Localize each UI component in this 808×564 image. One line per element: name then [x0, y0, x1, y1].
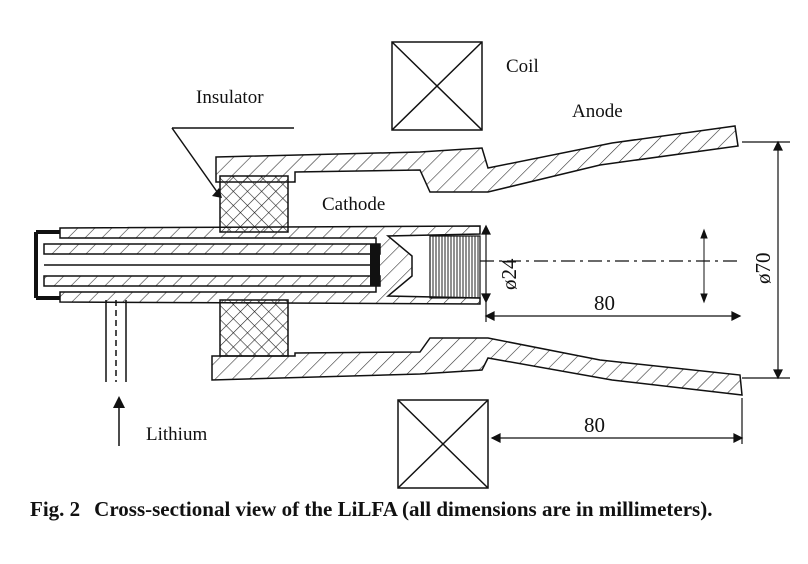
cathode-to-exit-label: 80 — [594, 291, 615, 315]
cathode-label: Cathode — [322, 194, 385, 215]
figure-caption-text: Cross-sectional view of the LiLFA (all d… — [94, 497, 712, 521]
cathode-diameter-label: ø24 — [497, 258, 521, 290]
insulator-label: Insulator — [196, 87, 264, 108]
coil-to-exit-dimension — [492, 398, 742, 444]
coil-bottom — [398, 400, 488, 488]
figure-number: Fig. 2 — [30, 497, 80, 521]
cathode-diameter-dimension — [482, 226, 490, 302]
lithium-label: Lithium — [146, 424, 207, 445]
figure-caption: Fig. 2 Cross-sectional view of the LiLFA … — [30, 496, 790, 522]
anode-label: Anode — [572, 101, 623, 122]
inner-feed-tube — [44, 244, 380, 286]
lithium-arrow — [113, 396, 125, 446]
cathode-rod-bundle — [430, 236, 480, 298]
coil-to-exit-label: 80 — [584, 413, 605, 437]
plume-marker — [701, 230, 707, 302]
anode-lower-wall — [212, 338, 742, 395]
anode-exit-diameter-label: ø70 — [751, 253, 775, 285]
insulator-upper — [220, 176, 288, 232]
anode-upper-wall — [216, 126, 738, 192]
insulator-lower — [220, 300, 288, 356]
lithium-feed-pipe — [106, 300, 126, 382]
coil-top — [392, 42, 482, 130]
coil-label: Coil — [506, 56, 539, 77]
